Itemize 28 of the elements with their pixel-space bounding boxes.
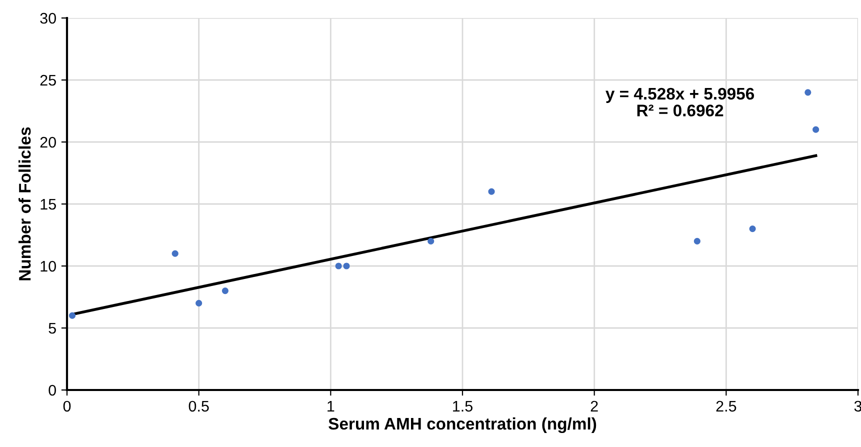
y-tick-label: 10	[40, 260, 56, 272]
point	[196, 300, 202, 306]
point	[172, 250, 178, 257]
point	[343, 262, 350, 270]
y-tick-label: 20	[40, 136, 56, 148]
y-tick-label: 30	[40, 12, 56, 24]
point	[812, 126, 820, 133]
x-tick-label: 0	[63, 400, 71, 412]
point	[335, 262, 342, 270]
point	[749, 226, 756, 232]
y-tick-label: 25	[40, 74, 56, 86]
y-tick-label: 15	[40, 199, 56, 210]
point	[222, 288, 228, 294]
x-tick-label: 2.5	[716, 400, 736, 412]
x-axis-title: Serum AMH concentration (ng/ml)	[328, 417, 596, 434]
y-tick-label: 5	[48, 323, 56, 334]
point	[694, 238, 700, 244]
x-tick-label: 2	[590, 400, 598, 412]
x-tick-label: 0.5	[188, 400, 209, 412]
annotation: y = 4.528x + 5.9956 R² = 0.6962	[606, 88, 754, 116]
point	[68, 312, 76, 319]
y-axis-title: Number of Follicles	[18, 127, 31, 280]
point	[428, 238, 434, 244]
point	[488, 188, 495, 195]
x-tick-label: 1.5	[453, 400, 472, 412]
point	[804, 89, 812, 96]
y-tick-label: 0	[48, 384, 56, 396]
x-tick-label: 1	[328, 400, 334, 412]
